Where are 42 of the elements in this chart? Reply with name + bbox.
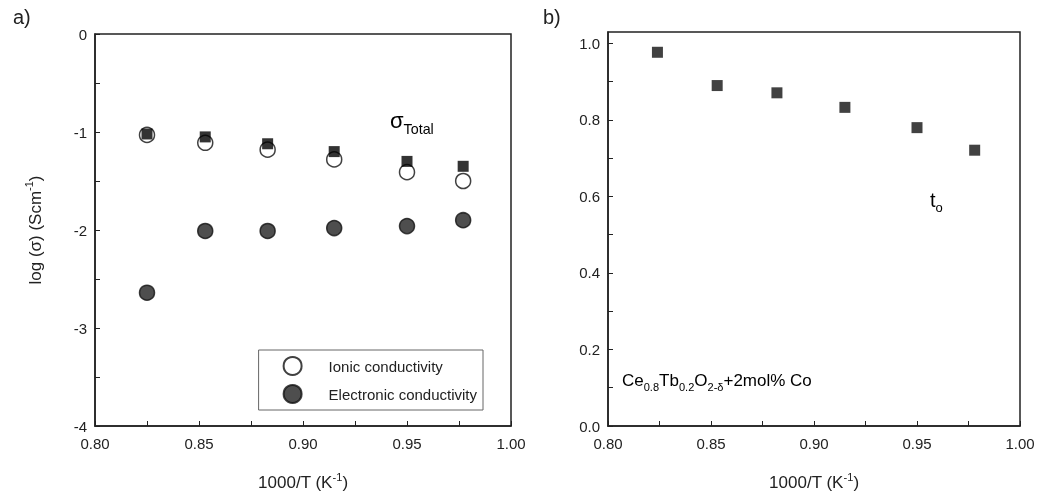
legend-label: Electronic conductivity [328,385,478,403]
y-tick-label: 1.0 [579,34,600,52]
x-tick-label: 1.00 [496,435,526,452]
point [401,155,413,167]
point [259,222,276,240]
x-tick-label: 0.80 [593,435,623,452]
point [197,222,214,240]
chart-title: a) [13,6,31,28]
y-tick-label: 0.8 [579,111,600,129]
point [969,144,981,156]
point [457,160,469,172]
y-tick-label: -4 [73,417,87,435]
point [454,172,472,190]
y-tick-label: 0.6 [579,187,600,205]
x-tick-label: 0.90 [288,435,318,452]
x-tick-label: 0.90 [799,435,829,452]
y-tick-label: 0 [78,25,87,43]
x-tick-label: 0.95 [392,435,422,452]
y-tick-label: 0.2 [579,341,600,358]
point [328,146,340,158]
y-tick-label: 0.4 [579,264,600,282]
legend-label: Ionic conductivity [328,357,444,375]
point [839,101,851,113]
y-tick-label: 0.0 [579,417,600,435]
x-tick-label: 1.00 [1005,435,1035,452]
point [771,87,783,99]
y-tick-label: -3 [73,319,87,337]
point [651,46,663,58]
x-tick-label: 0.95 [902,435,932,452]
x-tick-label: 0.80 [80,435,110,452]
y-tick-label: -2 [73,221,87,239]
point [911,122,923,134]
x-tick-label: 0.85 [184,435,214,452]
x-tick-label: 0.85 [696,435,726,452]
point [711,80,723,92]
point [138,284,156,301]
point [398,217,416,235]
chart-title: b) [543,6,561,28]
y-tick-label: -1 [73,123,87,141]
point [454,211,472,229]
y-axis-title: log (σ) (Scm-1) [22,175,45,285]
point [325,219,343,237]
